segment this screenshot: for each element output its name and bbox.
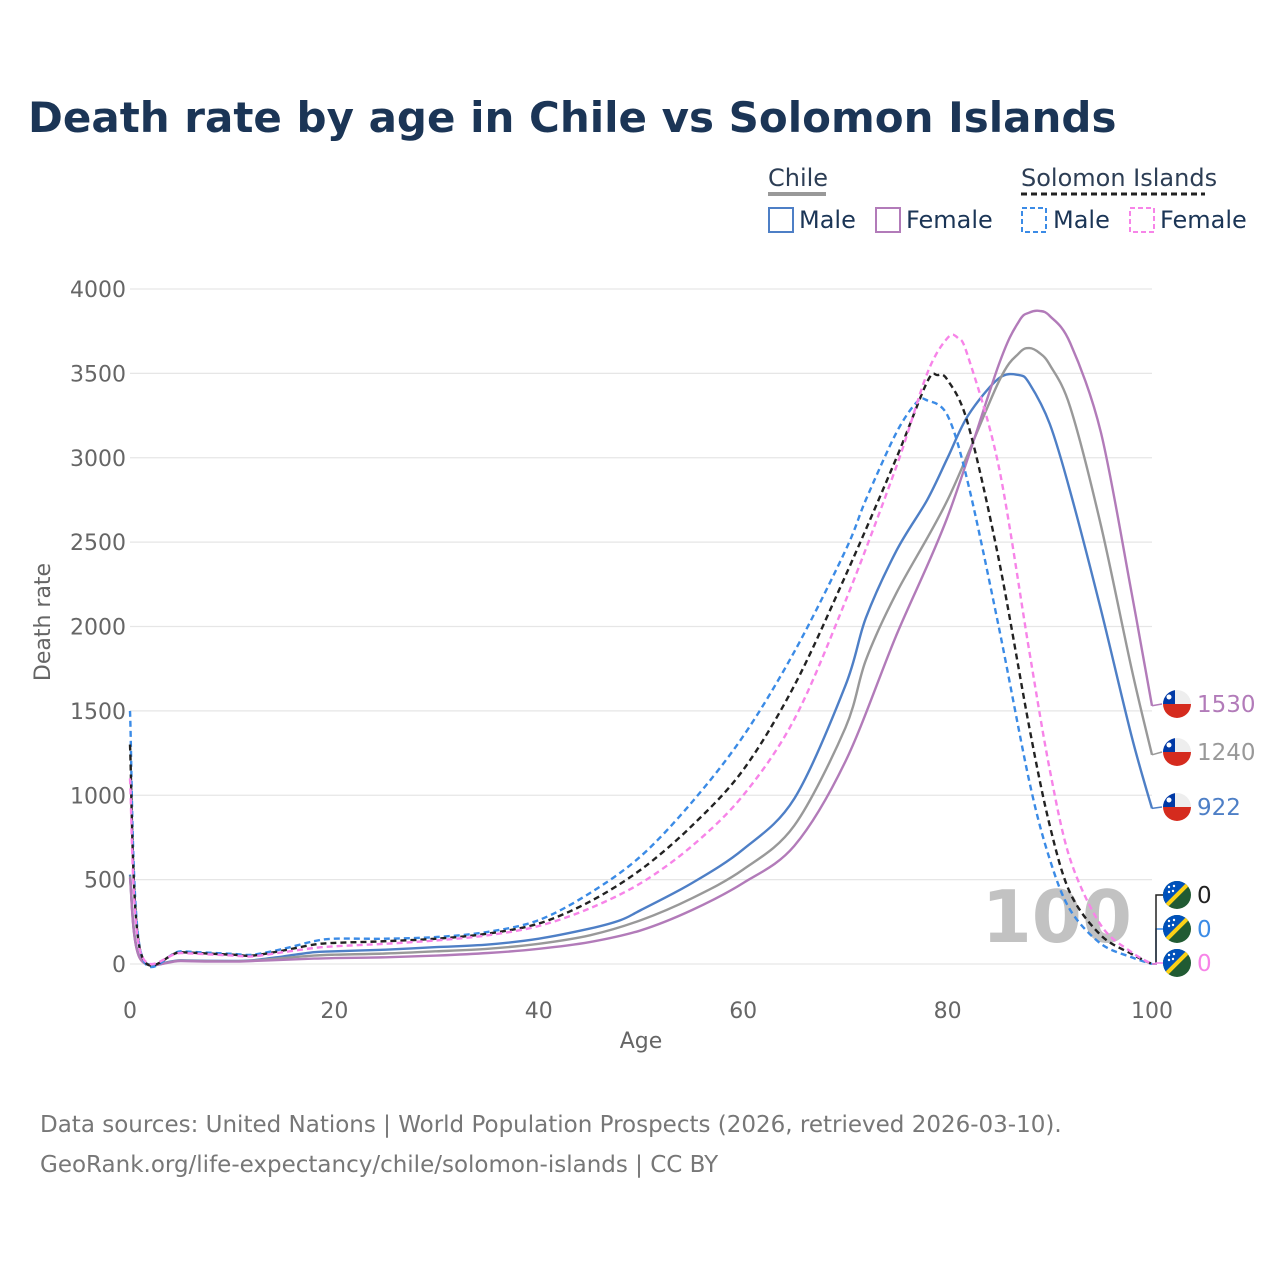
end-labels: 922 1240 1530 0 0 0 <box>1151 690 1256 977</box>
chile-flag-icon <box>1163 793 1191 821</box>
legend-label-chile-female: Female <box>906 206 993 234</box>
legend-label-solomon-male: Male <box>1053 206 1110 234</box>
x-tick-label: 20 <box>320 999 348 1024</box>
end-label-connector <box>1151 806 1163 810</box>
series-lines <box>128 309 1154 969</box>
end-label-connector <box>1151 703 1163 707</box>
x-axis-ticks: 0 20 40 60 80 100 <box>123 999 1173 1024</box>
watermark-year: 100 <box>982 875 1132 959</box>
y-tick-label: 2000 <box>70 616 126 641</box>
end-label-group: 0 <box>1152 915 1212 965</box>
end-value-label: 0 <box>1197 883 1212 909</box>
y-axis-title: Death rate <box>31 563 56 681</box>
solomon-islands-flag-icon <box>1163 915 1191 943</box>
solomon-islands-flag-icon <box>1163 949 1191 977</box>
end-label-group: 1530 <box>1151 690 1256 718</box>
chile-flag-icon <box>1163 738 1191 766</box>
end-value-label: 922 <box>1197 795 1241 821</box>
y-tick-label: 3000 <box>70 447 126 472</box>
legend-swatch-solomon-male <box>1021 207 1047 233</box>
legend-label-solomon-female: Female <box>1160 206 1247 234</box>
end-label-group: 0 <box>1152 881 1212 965</box>
series-line-solomon-islands-both <box>128 372 1153 967</box>
x-axis-title: Age <box>620 1029 663 1054</box>
footer-credit: GeoRank.org/life-expectancy/chile/solomo… <box>40 1152 719 1178</box>
solomon-islands-flag-icon <box>1163 881 1191 909</box>
x-tick-label: 80 <box>934 999 962 1024</box>
end-value-label: 0 <box>1197 951 1212 977</box>
series-line-chile-female <box>128 309 1154 967</box>
end-label-connector <box>1151 751 1163 756</box>
series-line-solomon-islands-male <box>128 397 1153 969</box>
series-line-solomon-islands-female <box>128 333 1153 966</box>
legend-swatch-solomon-female <box>1129 207 1155 233</box>
footer-sources: Data sources: United Nations | World Pop… <box>40 1112 1062 1138</box>
y-tick-label: 4000 <box>70 278 126 303</box>
y-tick-label: 500 <box>84 869 126 894</box>
legend-swatch-chile-female <box>875 207 901 233</box>
legend-swatch-chile-male <box>768 207 794 233</box>
legend-group-chile: Chile <box>768 164 828 192</box>
end-label-group: 922 <box>1151 793 1241 821</box>
series-line-chile-both <box>128 346 1154 967</box>
end-value-label: 1530 <box>1197 692 1256 718</box>
chart-title: Death rate by age in Chile vs Solomon Is… <box>28 93 1116 142</box>
end-label-group: 0 <box>1152 949 1212 977</box>
chile-flag-icon <box>1163 690 1191 718</box>
end-label-group: 1240 <box>1151 738 1256 766</box>
end-value-label: 1240 <box>1197 740 1256 766</box>
x-tick-label: 0 <box>123 999 137 1024</box>
grid <box>130 288 1152 965</box>
y-tick-label: 2500 <box>70 531 126 556</box>
legend: Chile Solomon Islands Male Female Male F… <box>768 164 1247 234</box>
x-tick-label: 60 <box>729 999 757 1024</box>
y-axis-ticks: 0 500 1000 1500 2000 2500 3000 3500 4000 <box>70 278 126 978</box>
y-tick-label: 1000 <box>70 784 126 809</box>
y-tick-label: 3500 <box>70 362 126 387</box>
end-value-label: 0 <box>1197 917 1212 943</box>
end-label-connector <box>1152 962 1164 965</box>
y-tick-label: 1500 <box>70 700 126 725</box>
x-tick-label: 40 <box>525 999 553 1024</box>
legend-group-solomon: Solomon Islands <box>1021 164 1217 192</box>
x-tick-label: 100 <box>1131 999 1173 1024</box>
series-line-chile-male <box>128 372 1154 966</box>
legend-label-chile-male: Male <box>799 206 856 234</box>
y-tick-label: 0 <box>112 953 126 978</box>
end-label-connector <box>1152 928 1164 965</box>
